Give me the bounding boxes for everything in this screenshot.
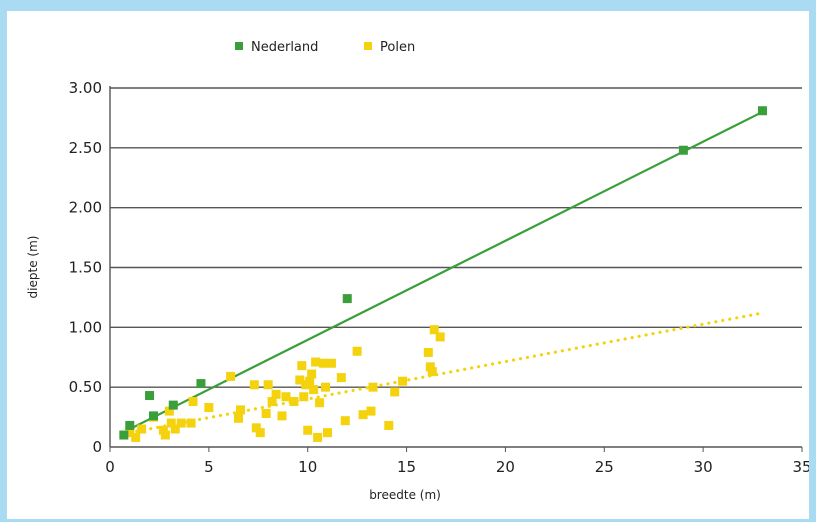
point-1-38 [321,382,331,392]
point-0-3 [148,411,158,421]
point-1-39 [322,428,332,438]
point-1-46 [368,382,378,392]
legend-swatch-1 [364,42,372,50]
point-1-54 [435,332,445,342]
x-tick-label-5: 25 [595,458,614,476]
point-1-5 [160,430,170,440]
point-1-42 [340,416,350,426]
point-1-26 [295,375,305,385]
point-1-44 [358,410,368,420]
point-1-7 [166,418,176,428]
y-tick-label-3: 1.50 [69,259,102,277]
x-tick-label-0: 0 [105,458,115,476]
point-0-2 [145,391,155,401]
point-1-20 [263,380,273,390]
point-1-50 [423,347,433,357]
trendline-1 [128,311,765,435]
x-tick-label-1: 5 [204,458,214,476]
point-1-33 [309,385,319,395]
y-tick-label-2: 1.00 [69,318,102,336]
point-1-43 [352,346,362,356]
point-1-22 [271,389,281,399]
point-1-2 [137,424,147,434]
point-1-23 [277,411,287,421]
point-1-16 [249,380,259,390]
point-1-49 [398,376,408,386]
point-1-27 [297,361,307,371]
gridlines [110,87,802,388]
x-tick-label-3: 15 [397,458,416,476]
point-1-15 [235,405,245,415]
legend-label-0: Nederland [251,40,318,55]
point-1-19 [261,408,271,418]
axes [109,86,803,452]
trendlines [128,110,765,435]
point-0-1 [125,420,135,430]
point-1-32 [307,369,317,379]
y-tick-label-6: 3.00 [69,79,102,97]
y-axis-label: diepte (m) [26,236,40,299]
point-1-4 [158,425,168,435]
point-1-9 [176,418,186,428]
point-1-25 [289,397,299,407]
point-0-6 [342,294,352,304]
y-tick-label-5: 2.50 [69,139,102,157]
x-axis-label: breedte (m) [369,488,441,502]
point-1-36 [315,398,325,408]
point-1-21 [267,397,277,407]
x-tick-label-7: 35 [792,458,809,476]
point-1-6 [164,406,174,416]
point-1-47 [384,420,394,430]
point-1-37 [319,358,329,368]
data-points [119,106,767,442]
point-1-51 [425,362,435,372]
point-1-30 [303,425,313,435]
x-tick-label-4: 20 [496,458,515,476]
point-1-8 [170,424,180,434]
scatter-chart: 00.501.001.502.002.503.000 5 10 15 20 25 30 35 … [26,40,809,502]
point-1-11 [188,397,198,407]
point-1-13 [226,371,236,381]
point-1-17 [251,423,261,433]
legend-swatch-0 [235,42,243,50]
point-1-28 [299,392,309,402]
point-1-45 [366,406,376,416]
point-1-41 [336,373,346,383]
point-1-12 [204,403,214,413]
legend-label-1: Polen [380,40,415,55]
trendline-0 [129,110,763,431]
point-1-34 [311,357,321,367]
point-1-48 [390,387,400,397]
point-0-7 [678,145,688,155]
point-1-52 [427,367,437,377]
point-1-14 [234,413,244,423]
x-tick-label-6: 30 [694,458,713,476]
point-1-40 [326,358,336,368]
point-1-1 [131,432,141,442]
legend: Nederland Polen [235,40,415,55]
y-tick-label-4: 2.00 [69,199,102,217]
point-1-35 [313,432,323,442]
point-0-5 [196,379,206,389]
point-0-8 [757,106,767,116]
point-1-31 [305,376,315,386]
point-1-10 [186,418,196,428]
point-1-0 [125,428,135,438]
x-tick-label-2: 10 [298,458,317,476]
point-1-53 [429,325,439,335]
y-tick-label-0: 0 [92,438,102,456]
y-tick-label-1: 0.50 [69,378,102,396]
chart-frame: 0 0.50 1.00 1.50 2.00 2.50 3.00 0 5 10 15 20 25 30 35 … [7,11,809,519]
point-1-24 [281,392,291,402]
point-0-0 [119,430,129,440]
point-1-18 [255,428,265,438]
point-0-4 [168,400,178,410]
tick-labels: 0 0.50 1.00 1.50 2.00 2.50 3.00 0 5 10 15 20 25 30 35 [69,79,809,476]
